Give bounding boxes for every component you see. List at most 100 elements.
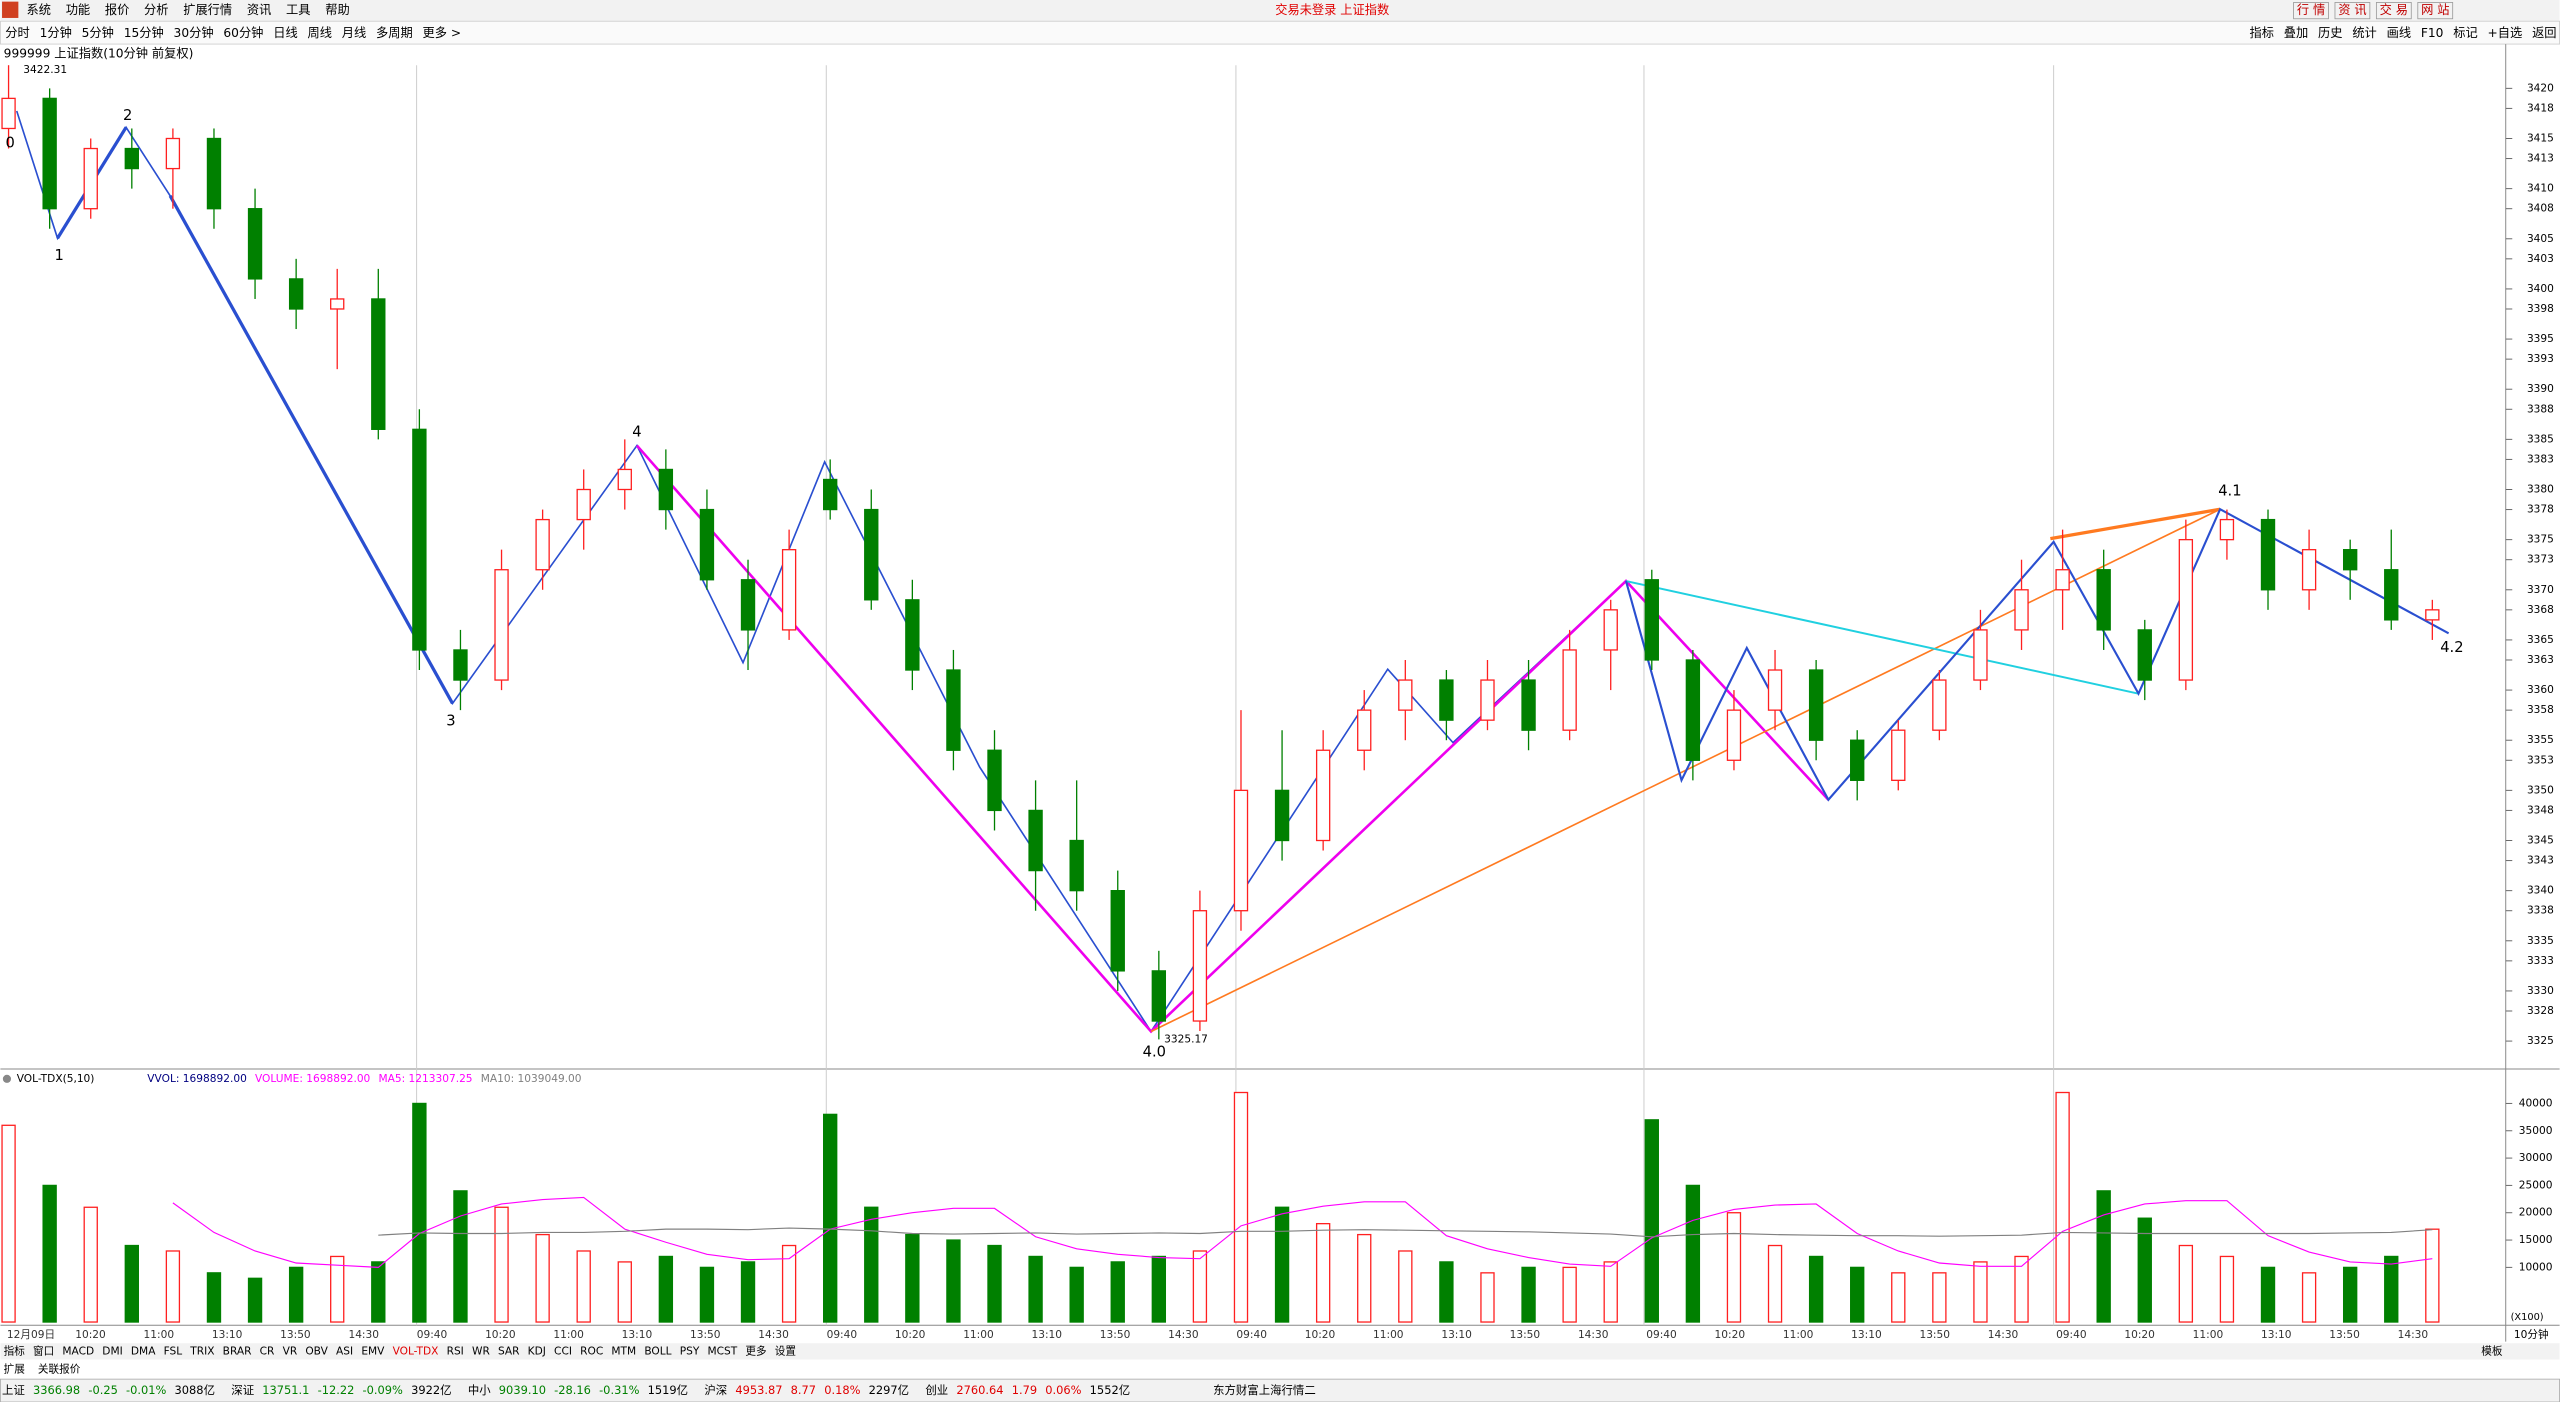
volume-bar xyxy=(371,1261,386,1323)
candle-body xyxy=(371,298,386,430)
quote-amount: 1552亿 xyxy=(1090,1383,1130,1397)
candle-body xyxy=(83,147,98,210)
x-tick-label: 11:00 xyxy=(2193,1329,2224,1341)
tool-button[interactable]: 画线 xyxy=(2387,26,2411,40)
indicator-tab[interactable]: 窗口 xyxy=(33,1344,54,1357)
period-tab[interactable]: 分时 xyxy=(5,26,29,40)
indicator-tab[interactable]: RSI xyxy=(447,1345,464,1357)
y-tick-label: 3365 xyxy=(2527,634,2554,646)
menu-item[interactable]: 系统 xyxy=(27,3,51,17)
volume-bar xyxy=(1562,1266,1577,1323)
period-tab[interactable]: 多周期 xyxy=(376,26,413,40)
y-tick-label: 3418 xyxy=(2527,102,2554,114)
indicator-tab[interactable]: MCST xyxy=(707,1345,737,1357)
indicator-tab[interactable]: CR xyxy=(260,1345,275,1357)
menu-item[interactable]: 工具 xyxy=(286,3,310,17)
candle-body xyxy=(1562,649,1577,731)
menu-item[interactable]: 资讯 xyxy=(247,3,271,17)
indicator-tab[interactable]: MTM xyxy=(611,1345,636,1357)
period-tab[interactable]: 日线 xyxy=(273,26,297,40)
top-button[interactable]: 行 情 xyxy=(2297,3,2325,17)
candle-body xyxy=(864,508,879,601)
period-tab[interactable]: 5分钟 xyxy=(82,25,114,40)
tool-button[interactable]: 历史 xyxy=(2318,26,2342,40)
candle-body xyxy=(2301,549,2317,591)
y-tick-label: 15000 xyxy=(2519,1234,2553,1246)
y-tick-label: 40000 xyxy=(2519,1097,2553,1109)
period-tab[interactable]: 60分钟 xyxy=(223,25,263,40)
tool-button[interactable]: 返回 xyxy=(2532,26,2556,40)
indicator-tab[interactable]: OBV xyxy=(305,1345,328,1357)
candle-body xyxy=(2014,589,2029,631)
x-tick-label: 10:20 xyxy=(75,1329,106,1341)
template-button[interactable]: 模板 xyxy=(2481,1344,2503,1357)
volume-bar xyxy=(124,1244,139,1323)
indicator-tab[interactable]: WR xyxy=(472,1345,490,1357)
candle-body xyxy=(823,478,838,511)
tool-button[interactable]: 指标 xyxy=(2249,25,2273,40)
volume-bar xyxy=(2219,1255,2235,1323)
indicator-tab[interactable]: BOLL xyxy=(644,1345,671,1357)
panel-toggle[interactable] xyxy=(2,1074,12,1083)
top-button[interactable]: 网 站 xyxy=(2421,3,2449,17)
indicator-tab[interactable]: PSY xyxy=(680,1345,700,1357)
volume-bar xyxy=(1480,1272,1495,1323)
extra-tab[interactable]: 关联报价 xyxy=(38,1362,81,1375)
candle-body xyxy=(2178,538,2194,681)
indicator-tab[interactable]: 更多 xyxy=(745,1344,766,1357)
data-source: 东方财富上海行情二 xyxy=(1213,1383,1316,1397)
candle-body xyxy=(1891,729,1906,781)
indicator-tab[interactable]: VOL-TDX xyxy=(393,1345,439,1357)
menu-item[interactable]: 分析 xyxy=(144,3,168,17)
menu-item[interactable]: 报价 xyxy=(105,2,129,17)
tool-button[interactable]: 标记 xyxy=(2453,26,2477,40)
indicator-tab[interactable]: CCI xyxy=(554,1345,572,1357)
indicator-tab[interactable]: MACD xyxy=(62,1345,94,1357)
volume-bar xyxy=(42,1184,57,1323)
indicator-tab[interactable]: DMI xyxy=(102,1345,122,1357)
period-tab[interactable]: 周线 xyxy=(307,26,331,40)
volume-bar xyxy=(494,1206,509,1323)
period-tab[interactable]: 30分钟 xyxy=(174,25,214,40)
menu-item[interactable]: 扩展行情 xyxy=(183,3,232,17)
indicator-tab[interactable]: 指标 xyxy=(4,1344,26,1357)
indicator-tab[interactable]: VR xyxy=(283,1345,298,1357)
menu-item[interactable]: 功能 xyxy=(66,3,90,17)
wave-label: 0 xyxy=(6,135,15,152)
x-tick-label: 09:40 xyxy=(827,1329,858,1341)
candle-body xyxy=(1685,659,1701,761)
indicator-tab[interactable]: SAR xyxy=(498,1345,520,1357)
indicator-tab[interactable]: 设置 xyxy=(775,1345,796,1357)
y-tick-label: 3405 xyxy=(2527,233,2554,245)
indicator-tab[interactable]: TRIX xyxy=(189,1345,214,1357)
volume-bar xyxy=(2260,1266,2276,1323)
tool-button[interactable]: 叠加 xyxy=(2284,26,2308,40)
indicator-tab[interactable]: EMV xyxy=(361,1345,385,1357)
tool-button[interactable]: 统计 xyxy=(2352,26,2376,40)
period-tab[interactable]: 更多 > xyxy=(423,26,462,40)
indicator-tab[interactable]: ROC xyxy=(580,1345,603,1357)
y-tick-label: 3355 xyxy=(2527,734,2554,746)
volume-bar xyxy=(535,1233,550,1323)
candle-body xyxy=(1808,669,1824,741)
indicator-tab[interactable]: ASI xyxy=(336,1345,353,1357)
top-button[interactable]: 交 易 xyxy=(2380,2,2408,17)
extra-tab[interactable]: 扩展 xyxy=(4,1362,26,1375)
tool-button[interactable]: F10 xyxy=(2421,26,2444,40)
indicator-tab[interactable]: KDJ xyxy=(528,1345,546,1357)
top-button[interactable]: 资 讯 xyxy=(2338,3,2366,17)
quote-price: 3366.98 xyxy=(33,1383,80,1397)
quote-name: 中小 xyxy=(468,1383,491,1397)
indicator-tab[interactable]: FSL xyxy=(164,1345,183,1357)
period-tab[interactable]: 月线 xyxy=(342,26,366,40)
volume-bar xyxy=(453,1190,468,1323)
indicator-tab[interactable]: BRAR xyxy=(223,1345,252,1357)
indicator-tab[interactable]: DMA xyxy=(131,1345,156,1357)
y-tick-label: 3358 xyxy=(2527,704,2554,716)
menu-item[interactable]: 帮助 xyxy=(325,3,349,17)
tool-button[interactable]: +自选 xyxy=(2488,26,2523,40)
period-tab[interactable]: 1分钟 xyxy=(40,25,72,40)
period-tab[interactable]: 15分钟 xyxy=(124,25,164,40)
volume-title: VOL-TDX(5,10) xyxy=(17,1073,95,1085)
candle-body xyxy=(1315,749,1331,842)
